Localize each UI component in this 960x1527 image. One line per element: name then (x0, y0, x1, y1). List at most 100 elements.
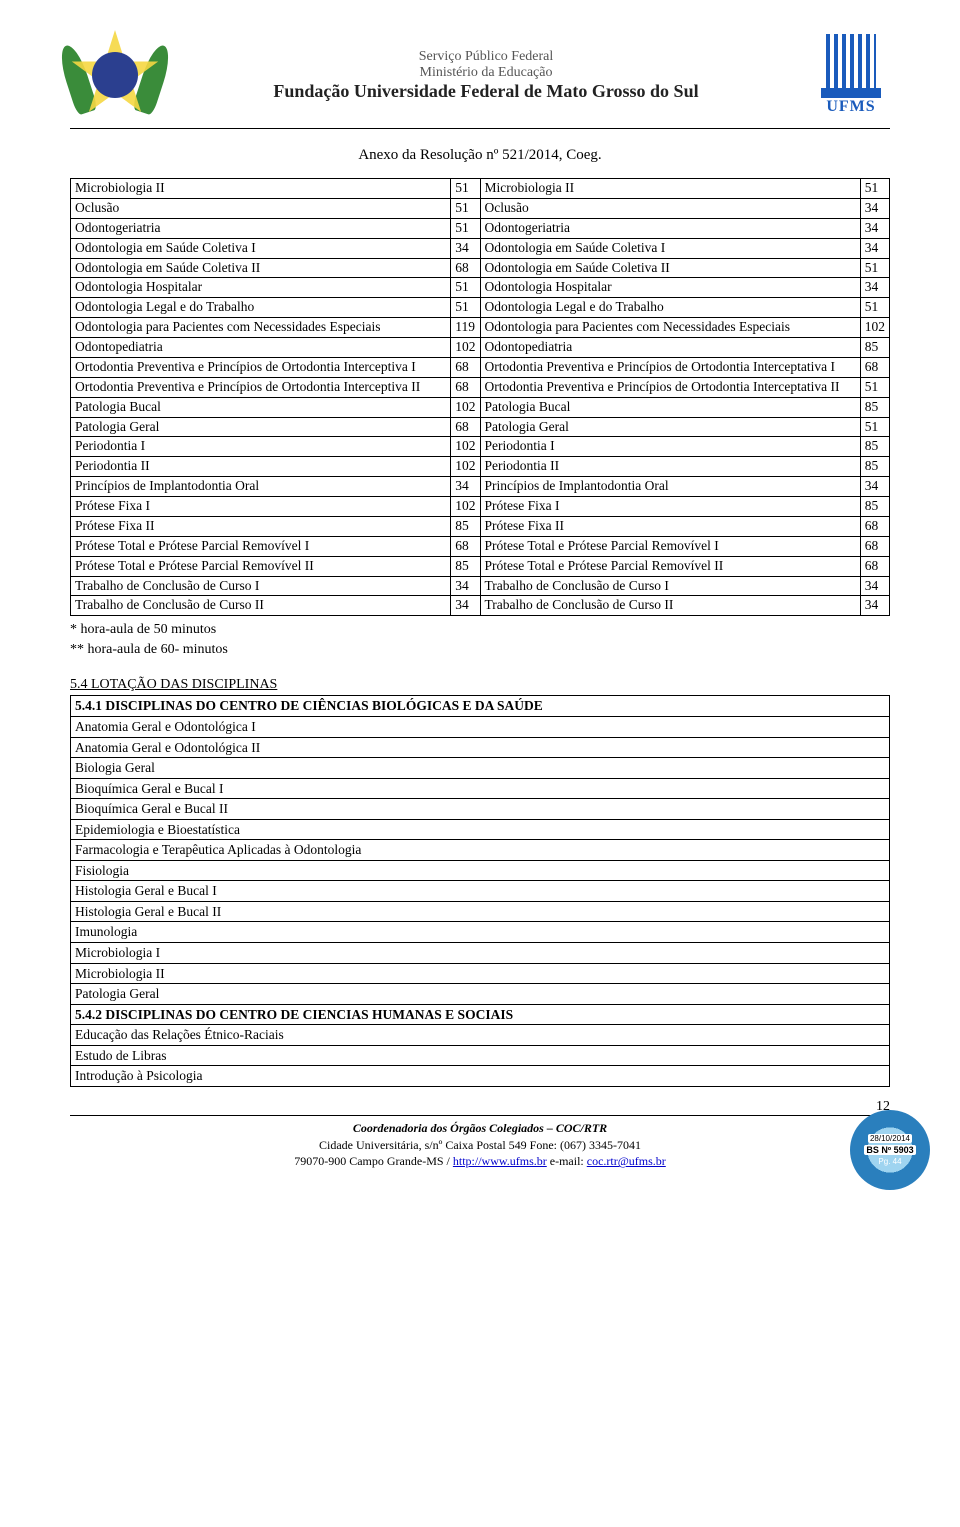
table-row: Microbiologia II51Microbiologia II51 (71, 179, 890, 199)
footer-line-3-pre: 79070-900 Campo Grande-MS / (294, 1154, 453, 1168)
discipline-cell: Farmacologia e Terapêutica Aplicadas à O… (71, 840, 890, 861)
cell-right-name: Prótese Total e Prótese Parcial Removíve… (480, 556, 860, 576)
cell-right-hours: 85 (860, 397, 889, 417)
anexo-title: Anexo da Resolução nº 521/2014, Coeg. (70, 147, 890, 164)
cell-left-hours: 34 (451, 477, 480, 497)
cell-left-hours: 51 (451, 179, 480, 199)
discipline-cell: Fisiologia (71, 860, 890, 881)
cell-right-name: Patologia Bucal (480, 397, 860, 417)
cell-left-hours: 102 (451, 457, 480, 477)
table-row: Prótese Total e Prótese Parcial Removíve… (71, 536, 890, 556)
cell-right-name: Trabalho de Conclusão de Curso I (480, 576, 860, 596)
cell-right-name: Odontologia para Pacientes com Necessida… (480, 318, 860, 338)
footnotes: * hora-aula de 50 minutos ** hora-aula d… (70, 620, 890, 659)
ufms-logo-icon: UFMS (812, 34, 890, 116)
table-row: Imunologia (71, 922, 890, 943)
header-line-1: Serviço Público Federal (170, 49, 802, 65)
discipline-cell: Introdução à Psicologia (71, 1066, 890, 1087)
footer-line-2: Cidade Universitária, s/nº Caixa Postal … (70, 1137, 890, 1154)
table-row: Bioquímica Geral e Bucal I (71, 778, 890, 799)
cell-right-name: Patologia Geral (480, 417, 860, 437)
cell-right-hours: 68 (860, 556, 889, 576)
cell-right-name: Odontologia Hospitalar (480, 278, 860, 298)
table-row: Odontologia em Saúde Coletiva II68Odonto… (71, 258, 890, 278)
cell-right-name: Odontogeriatria (480, 218, 860, 238)
footer-line-1: Coordenadoria dos Órgãos Colegiados – CO… (70, 1120, 890, 1137)
cell-right-hours: 51 (860, 179, 889, 199)
cell-right-name: Odontologia Legal e do Trabalho (480, 298, 860, 318)
table-row: Histologia Geral e Bucal I (71, 881, 890, 902)
cell-right-name: Prótese Fixa II (480, 516, 860, 536)
table-row: Estudo de Libras (71, 1045, 890, 1066)
cell-left-hours: 34 (451, 596, 480, 616)
cell-left-name: Ortodontia Preventiva e Princípios de Or… (71, 377, 451, 397)
cell-right-hours: 51 (860, 417, 889, 437)
discipline-cell: Microbiologia I (71, 943, 890, 964)
cell-left-name: Odontologia em Saúde Coletiva II (71, 258, 451, 278)
cell-left-hours: 34 (451, 238, 480, 258)
cell-left-name: Microbiologia II (71, 179, 451, 199)
cell-right-hours: 34 (860, 477, 889, 497)
footer-link-website[interactable]: http://www.ufms.br (453, 1154, 547, 1168)
cell-left-name: Odontologia Legal e do Trabalho (71, 298, 451, 318)
discipline-cell: Epidemiologia e Bioestatística (71, 819, 890, 840)
cell-left-name: Oclusão (71, 198, 451, 218)
seal-bs: BS Nº 5903 (864, 1145, 915, 1155)
cell-right-hours: 68 (860, 357, 889, 377)
cell-left-hours: 102 (451, 437, 480, 457)
cell-left-name: Prótese Total e Prótese Parcial Removíve… (71, 556, 451, 576)
cell-right-hours: 85 (860, 497, 889, 517)
cell-left-name: Ortodontia Preventiva e Princípios de Or… (71, 357, 451, 377)
discipline-cell: Microbiologia II (71, 963, 890, 984)
cell-left-name: Prótese Fixa II (71, 516, 451, 536)
table-row: Prótese Fixa II85Prótese Fixa II68 (71, 516, 890, 536)
cell-left-hours: 68 (451, 357, 480, 377)
cell-left-name: Prótese Total e Prótese Parcial Removíve… (71, 536, 451, 556)
header-line-3: Fundação Universidade Federal de Mato Gr… (170, 81, 802, 102)
cell-left-hours: 51 (451, 278, 480, 298)
cell-right-name: Periodontia II (480, 457, 860, 477)
cell-right-name: Odontopediatria (480, 338, 860, 358)
cell-right-hours: 51 (860, 377, 889, 397)
table-row: 5.4.2 DISCIPLINAS DO CENTRO DE CIENCIAS … (71, 1004, 890, 1025)
cell-left-name: Trabalho de Conclusão de Curso I (71, 576, 451, 596)
discipline-cell: Anatomia Geral e Odontológica I (71, 716, 890, 737)
footer-link-email[interactable]: coc.rtr@ufms.br (587, 1154, 666, 1168)
brazil-coat-of-arms-icon (70, 30, 160, 120)
cell-left-name: Prótese Fixa I (71, 497, 451, 517)
lotacao-table: 5.4.1 DISCIPLINAS DO CENTRO DE CIÊNCIAS … (70, 695, 890, 1086)
section-subheading-cell: 5.4.1 DISCIPLINAS DO CENTRO DE CIÊNCIAS … (71, 696, 890, 717)
table-row: Microbiologia II (71, 963, 890, 984)
table-row: Periodontia I102Periodontia I85 (71, 437, 890, 457)
cell-left-hours: 85 (451, 516, 480, 536)
cell-left-name: Odontologia Hospitalar (71, 278, 451, 298)
table-row: Ortodontia Preventiva e Princípios de Or… (71, 357, 890, 377)
table-row: Ortodontia Preventiva e Princípios de Or… (71, 377, 890, 397)
cell-left-hours: 51 (451, 298, 480, 318)
table-row: Odontologia Legal e do Trabalho51Odontol… (71, 298, 890, 318)
cell-left-name: Odontopediatria (71, 338, 451, 358)
cell-left-name: Periodontia II (71, 457, 451, 477)
cell-left-name: Periodontia I (71, 437, 451, 457)
discipline-cell: Histologia Geral e Bucal II (71, 901, 890, 922)
cell-left-hours: 68 (451, 377, 480, 397)
table-row: Odontopediatria102Odontopediatria85 (71, 338, 890, 358)
discipline-cell: Educação das Relações Étnico-Raciais (71, 1025, 890, 1046)
table-row: Epidemiologia e Bioestatística (71, 819, 890, 840)
table-row: Patologia Geral68Patologia Geral51 (71, 417, 890, 437)
letterhead: Serviço Público Federal Ministério da Ed… (70, 30, 890, 129)
table-row: Prótese Fixa I102Prótese Fixa I85 (71, 497, 890, 517)
discipline-cell: Estudo de Libras (71, 1045, 890, 1066)
cell-left-name: Patologia Bucal (71, 397, 451, 417)
header-line-2: Ministério da Educação (170, 65, 802, 81)
cell-right-name: Microbiologia II (480, 179, 860, 199)
cell-left-hours: 34 (451, 576, 480, 596)
discipline-cell: Anatomia Geral e Odontológica II (71, 737, 890, 758)
table-row: Prótese Total e Prótese Parcial Removíve… (71, 556, 890, 576)
table-row: Introdução à Psicologia (71, 1066, 890, 1087)
ufms-label: UFMS (812, 98, 890, 116)
discipline-cell: Bioquímica Geral e Bucal I (71, 778, 890, 799)
cell-left-hours: 68 (451, 258, 480, 278)
table-row: Trabalho de Conclusão de Curso I34Trabal… (71, 576, 890, 596)
table-row: Anatomia Geral e Odontológica II (71, 737, 890, 758)
